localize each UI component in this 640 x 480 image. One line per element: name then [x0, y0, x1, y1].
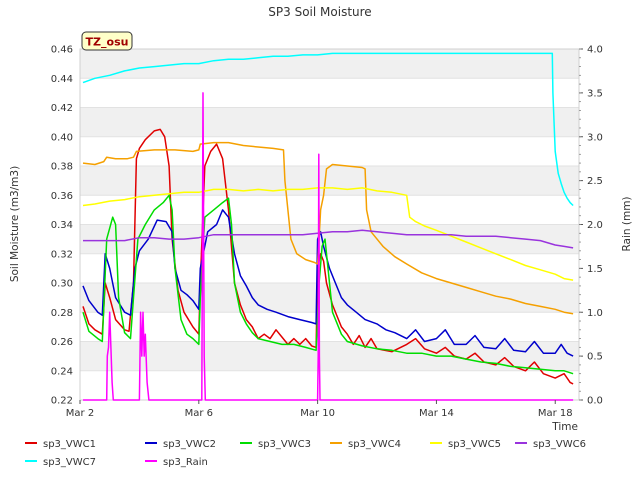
legend-label: sp3_VWC5	[448, 439, 501, 450]
y-tick-label: 0.40	[51, 132, 73, 143]
grid-band	[80, 341, 579, 371]
x-tick-label: Mar 6	[185, 408, 213, 419]
y-tick-label: 0.32	[51, 249, 73, 260]
y2-tick-label: 3.0	[587, 132, 603, 143]
y2-tick-label: 4.0	[587, 45, 603, 56]
legend-label: sp3_VWC6	[533, 439, 586, 450]
site-badge: TZ_osu	[81, 31, 133, 51]
x-tick-label: Mar 10	[300, 408, 335, 419]
x-axis: Mar 2 Mar 6 Mar 10 Mar 14 Mar 18	[66, 400, 573, 419]
y-tick-label: 0.24	[51, 366, 73, 377]
y-axis-right: 0.0 0.5 1.0 1.5 2.0 2.5 3.0 3.5 4.0	[579, 45, 603, 407]
y2-tick-label: 1.5	[587, 264, 603, 275]
y-tick-label: 0.36	[51, 191, 73, 202]
y2-tick-label: 0.5	[587, 352, 603, 363]
legend-label: sp3_VWC7	[43, 457, 96, 468]
site-badge-label: TZ_osu	[86, 36, 129, 49]
series-layer	[82, 52, 574, 401]
legend-label: sp3_Rain	[163, 457, 208, 468]
y-tick-label: 0.30	[51, 279, 73, 290]
grid-band	[80, 107, 579, 137]
y-tick-label: 0.34	[51, 220, 73, 231]
y2-tick-label: 3.5	[587, 88, 603, 99]
y-tick-label: 0.46	[51, 45, 73, 56]
y-tick-label: 0.22	[51, 396, 73, 407]
legend-label: sp3_VWC2	[163, 439, 216, 450]
y2-tick-label: 0.0	[587, 396, 603, 407]
x-axis-label: Time	[551, 421, 578, 433]
x-tick-label: Mar 14	[419, 408, 454, 419]
series-line-sp3_VWC6	[83, 229, 574, 249]
series-line-sp3_VWC2	[82, 209, 574, 357]
y-axis-label: Soil Moisture (m3/m3)	[9, 166, 21, 282]
y2-axis-label: Rain (mm)	[621, 196, 633, 251]
y-tick-label: 0.38	[51, 162, 73, 173]
y-tick-label: 0.28	[51, 308, 73, 319]
legend: sp3_VWC1 sp3_VWC2 sp3_VWC3 sp3_VWC4 sp3_VWC5…	[25, 439, 586, 468]
chart-title: SP3 Soil Moisture	[268, 5, 371, 19]
x-tick-label: Mar 18	[538, 408, 573, 419]
legend-label: sp3_VWC4	[348, 439, 401, 450]
y2-tick-label: 2.0	[587, 220, 603, 231]
series-line-sp3_VWC3	[82, 194, 574, 375]
x-tick-label: Mar 2	[66, 408, 94, 419]
grid-band	[80, 224, 579, 254]
y-tick-label: 0.26	[51, 337, 73, 348]
legend-label: sp3_VWC3	[258, 439, 311, 450]
legend-label: sp3_VWC1	[43, 439, 96, 450]
y-axis-left: 0.22 0.24 0.26 0.28 0.30 0.32 0.34 0.36 0.38 0.40…	[51, 45, 73, 407]
series-line-sp3_VWC5	[82, 187, 574, 281]
series-line-sp3_VWC7	[82, 52, 574, 207]
y-tick-label: 0.44	[51, 74, 73, 85]
grid-band	[80, 166, 579, 196]
y2-tick-label: 2.5	[587, 176, 603, 187]
y-tick-label: 0.42	[51, 103, 73, 114]
series-line-sp3_Rain	[83, 92, 574, 401]
series-line-sp3_VWC4	[82, 141, 574, 315]
y2-tick-label: 1.0	[587, 308, 603, 319]
